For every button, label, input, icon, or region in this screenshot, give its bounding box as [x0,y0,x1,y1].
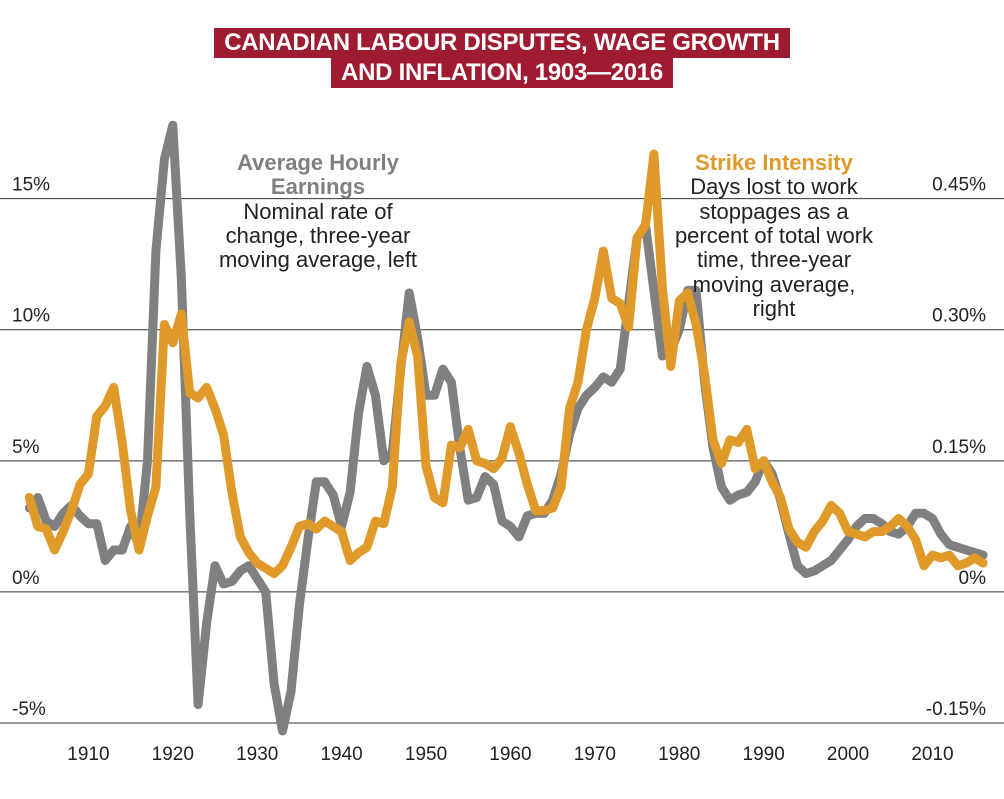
strike-body-line-5: moving average, [693,272,856,297]
earnings-heading-line-1: Average Hourly [237,150,400,175]
x-axis-ticks: 1910 1920 1930 1940 1950 1960 1970 1980 1990 2000… [67,744,953,765]
right-axis-ticks: 0.45% 0.30% 0.15% 0% -0.15% [926,175,986,720]
strike-body-line-4: time, three-year [697,247,851,272]
x-tick-label: 1960 [489,744,531,765]
title-line-2: AND INFLATION, 1903—2016 [331,58,673,88]
earnings-body-line-1: Nominal rate of [243,199,393,224]
x-tick-label: 2010 [911,744,953,765]
left-axis-ticks: 15% 10% 5% 0% -5% [12,175,50,720]
title-line-1: CANADIAN LABOUR DISPUTES, WAGE GROWTH [214,28,790,58]
right-tick-label: 0.45% [932,175,986,196]
x-tick-label: 1920 [152,744,194,765]
earnings-heading-line-2: Earnings [271,174,365,199]
strike-body-line-6: right [753,296,796,321]
right-tick-label: 0.30% [932,306,986,327]
strike-series-line [24,149,988,579]
x-tick-label: 1910 [67,744,109,765]
earnings-body-line-3: moving average, left [219,247,417,272]
strike-annotation: Strike Intensity Days lost to work stopp… [675,150,874,321]
left-tick-label: 5% [12,437,40,458]
right-tick-label: 0% [959,568,987,589]
strike-body-line-2: stoppages as a [699,199,849,224]
left-tick-label: 0% [12,568,40,589]
x-tick-label: 2000 [827,744,869,765]
strike-body-line-1: Days lost to work [690,174,858,199]
x-tick-label: 1990 [743,744,785,765]
strike-body-line-3: percent of total work [675,223,874,248]
left-tick-label: 15% [12,175,50,196]
earnings-body-line-2: change, three-year [226,223,411,248]
earnings-annotation: Average Hourly Earnings Nominal rate of … [219,150,417,272]
strike-heading: Strike Intensity [695,150,853,175]
left-tick-label: 10% [12,306,50,327]
left-tick-label: -5% [12,699,46,720]
x-tick-label: 1930 [236,744,278,765]
right-tick-label: 0.15% [932,437,986,458]
x-tick-label: 1950 [405,744,447,765]
chart-title: CANADIAN LABOUR DISPUTES, WAGE GROWTH AN… [0,28,1004,88]
right-tick-label: -0.15% [926,699,986,720]
earnings-series-line [24,120,988,736]
series-lines [24,120,988,736]
x-tick-label: 1970 [574,744,616,765]
x-tick-label: 1940 [320,744,362,765]
x-tick-label: 1980 [658,744,700,765]
